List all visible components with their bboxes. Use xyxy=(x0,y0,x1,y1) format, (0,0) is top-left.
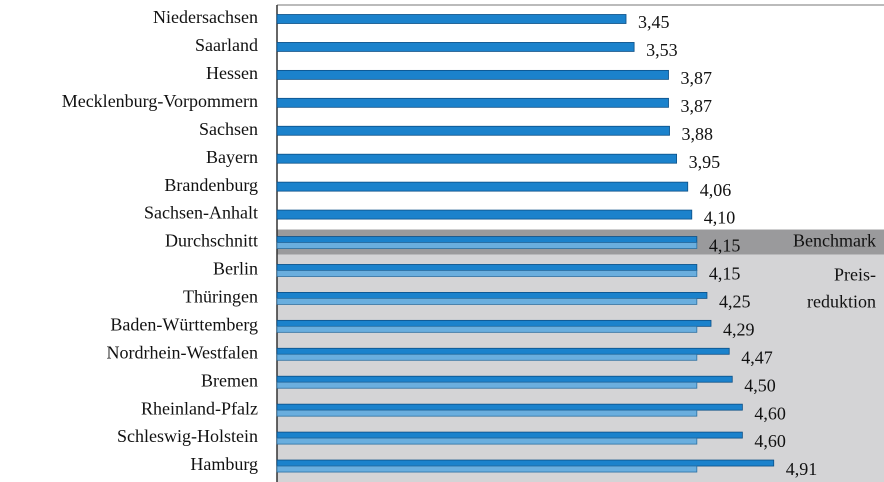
benchmark-bar xyxy=(276,242,698,249)
value-label: 3,45 xyxy=(638,12,670,32)
bar xyxy=(276,181,689,192)
category-label: Nordrhein-Westfalen xyxy=(107,342,259,362)
bar xyxy=(276,264,698,271)
category-label: Rheinland-Pfalz xyxy=(141,398,258,418)
value-label: 4,50 xyxy=(744,375,776,395)
value-label: 4,47 xyxy=(741,347,773,367)
value-label: 4,29 xyxy=(723,319,755,339)
benchmark-bar xyxy=(276,270,698,277)
category-label: Baden-Württemberg xyxy=(110,314,258,334)
value-label: 3,87 xyxy=(681,68,713,88)
value-label: 4,60 xyxy=(754,403,786,423)
bar xyxy=(276,69,669,80)
value-label: 4,10 xyxy=(704,208,736,228)
value-label: 3,95 xyxy=(689,152,721,172)
benchmark-bar xyxy=(276,353,698,361)
bar xyxy=(276,375,733,383)
category-label: Brandenburg xyxy=(164,175,258,195)
category-label: Thüringen xyxy=(183,287,258,307)
bar xyxy=(276,347,730,355)
category-label: Schleswig-Holstein xyxy=(117,426,258,446)
annotation: reduktion xyxy=(807,292,876,312)
benchmark-bar xyxy=(276,325,698,333)
bar xyxy=(276,153,678,164)
bar xyxy=(276,97,669,108)
benchmark-bar xyxy=(276,297,698,305)
benchmark-bar xyxy=(276,437,698,445)
value-label: 4,15 xyxy=(709,236,741,256)
bar xyxy=(276,125,670,136)
bar xyxy=(276,431,743,439)
value-label: 4,25 xyxy=(719,292,751,312)
category-label: Bayern xyxy=(206,147,258,167)
benchmark-bar xyxy=(276,465,698,473)
category-label: Sachsen-Anhalt xyxy=(144,203,258,223)
bar xyxy=(276,403,743,411)
category-label: Hessen xyxy=(206,63,258,83)
value-label: 4,91 xyxy=(786,459,818,479)
value-label: 4,06 xyxy=(700,180,732,200)
annotation: Preis- xyxy=(834,265,876,285)
category-label: Berlin xyxy=(213,259,258,279)
bar xyxy=(276,459,775,467)
category-label: Durchschnitt xyxy=(165,231,258,251)
value-label: 4,60 xyxy=(754,431,786,451)
value-label: 4,15 xyxy=(709,264,741,284)
value-label: 3,53 xyxy=(646,40,678,60)
category-label: Saarland xyxy=(195,35,258,55)
category-label: Sachsen xyxy=(199,119,258,139)
benchmark-bar xyxy=(276,409,698,417)
bar xyxy=(276,209,693,220)
value-label: 3,87 xyxy=(681,96,713,116)
bar xyxy=(276,42,635,52)
category-label: Niedersachsen xyxy=(153,7,258,27)
bar xyxy=(276,236,698,243)
value-label: 3,88 xyxy=(682,124,714,144)
category-label: Hamburg xyxy=(190,454,258,474)
bar xyxy=(276,319,712,327)
annotation: Benchmark xyxy=(793,231,876,251)
benchmark-bar xyxy=(276,381,698,389)
category-label: Bremen xyxy=(201,370,258,390)
bar xyxy=(276,14,627,24)
bar xyxy=(276,291,708,299)
category-label: Mecklenburg-Vorpommern xyxy=(62,91,258,111)
